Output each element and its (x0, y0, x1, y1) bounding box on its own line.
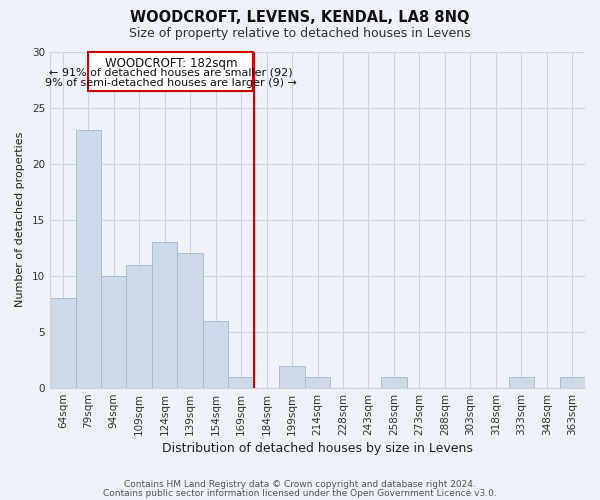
Text: Size of property relative to detached houses in Levens: Size of property relative to detached ho… (129, 28, 471, 40)
X-axis label: Distribution of detached houses by size in Levens: Distribution of detached houses by size … (162, 442, 473, 455)
Bar (203, 321, 229, 388)
Bar (127, 264, 152, 388)
Bar (280, 366, 305, 388)
FancyBboxPatch shape (88, 52, 253, 91)
Text: ← 91% of detached houses are smaller (92): ← 91% of detached houses are smaller (92… (49, 67, 293, 77)
Bar (305, 377, 330, 388)
Text: WOODCROFT, LEVENS, KENDAL, LA8 8NQ: WOODCROFT, LEVENS, KENDAL, LA8 8NQ (130, 10, 470, 25)
Bar (152, 242, 178, 388)
Y-axis label: Number of detached properties: Number of detached properties (15, 132, 25, 308)
Text: 9% of semi-detached houses are larger (9) →: 9% of semi-detached houses are larger (9… (45, 78, 297, 88)
Bar (381, 377, 407, 388)
Bar (178, 254, 203, 388)
Bar (229, 377, 254, 388)
Text: Contains public sector information licensed under the Open Government Licence v3: Contains public sector information licen… (103, 488, 497, 498)
Bar (509, 377, 534, 388)
Bar (101, 276, 127, 388)
Bar (76, 130, 101, 388)
Bar (50, 298, 76, 388)
Text: WOODCROFT: 182sqm: WOODCROFT: 182sqm (104, 56, 237, 70)
Text: Contains HM Land Registry data © Crown copyright and database right 2024.: Contains HM Land Registry data © Crown c… (124, 480, 476, 489)
Bar (560, 377, 585, 388)
